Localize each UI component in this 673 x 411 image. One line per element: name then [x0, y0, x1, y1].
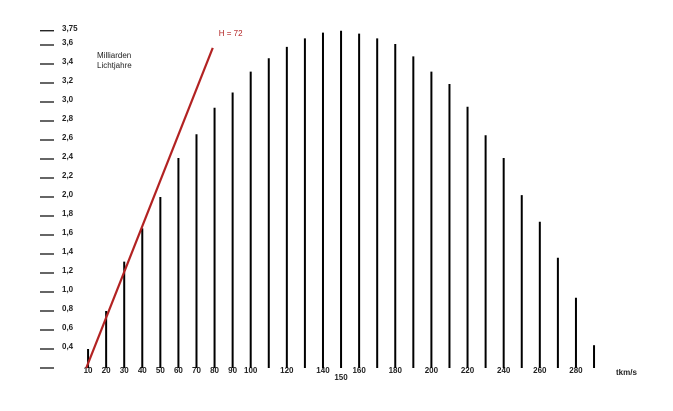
y-tick-label: 3,0	[62, 95, 74, 104]
y-tick-label: 2,8	[62, 114, 74, 123]
x-tick-label: 120	[280, 366, 294, 375]
y-tick-label: 1,6	[62, 228, 74, 237]
y-tick-label: 2,6	[62, 133, 74, 142]
x-tick-label: 260	[533, 366, 547, 375]
x-tick-label: 180	[389, 366, 403, 375]
y-tick-label: 0,4	[62, 342, 74, 351]
y-tick-label: 3,6	[62, 38, 74, 47]
x-tick-label: 80	[210, 366, 219, 375]
annotation: Milliarden	[97, 51, 131, 60]
x-tick-label: 30	[120, 366, 129, 375]
y-tick-label: 3,75	[62, 24, 78, 33]
x-tick-label: 200	[425, 366, 439, 375]
y-tick-label: 1,0	[62, 285, 74, 294]
x-tick-label: 10	[84, 366, 93, 375]
x-tick-label: 240	[497, 366, 511, 375]
line-label: H = 72	[219, 29, 243, 38]
x-tick-label: 60	[174, 366, 183, 375]
y-tick-label: 1,2	[62, 266, 74, 275]
x-tick-label: 220	[461, 366, 475, 375]
line	[85, 47, 214, 369]
x-tick-label: 20	[102, 366, 111, 375]
x-tick-label: 70	[192, 366, 201, 375]
y-tick-label: 2,0	[62, 190, 74, 199]
x-tick-label: 150	[334, 373, 348, 382]
x-tick-label: 50	[156, 366, 165, 375]
x-tick-label: 90	[228, 366, 237, 375]
x-tick-label: 280	[569, 366, 583, 375]
x-tick-label: 160	[352, 366, 366, 375]
y-tick-label: 3,4	[62, 57, 74, 66]
y-tick-label: 1,4	[62, 247, 74, 256]
y-tick-label: 2,2	[62, 171, 74, 180]
y-tick-label: 3,2	[62, 76, 74, 85]
x-tick-label: 100	[244, 366, 258, 375]
y-tick-label: 0,8	[62, 304, 74, 313]
x-tick-label: 140	[316, 366, 330, 375]
y-tick-label: 2,4	[62, 152, 74, 161]
x-tick-label: 40	[138, 366, 147, 375]
annotation: Lichtjahre	[97, 61, 132, 70]
y-tick-label: 0,6	[62, 323, 74, 332]
y-tick-label: 1,8	[62, 209, 74, 218]
x-axis-label: tkm/s	[616, 368, 637, 377]
